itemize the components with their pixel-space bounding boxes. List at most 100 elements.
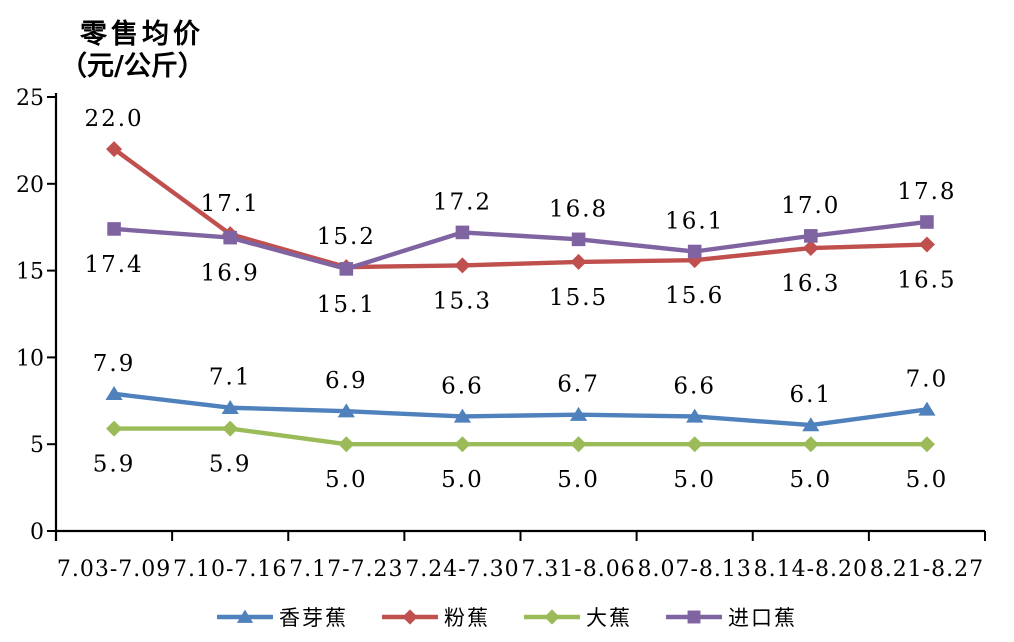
series-marker-香芽蕉 bbox=[569, 406, 588, 421]
series-marker-香芽蕉 bbox=[221, 399, 239, 414]
x-axis-label: 8.07-8.13 bbox=[637, 557, 751, 582]
series-marker-进口蕉 bbox=[339, 262, 354, 276]
series-marker-香芽蕉 bbox=[918, 401, 936, 416]
data-label-粉蕉: 15.2 bbox=[317, 224, 376, 250]
series-marker-进口蕉 bbox=[455, 225, 470, 240]
data-label-香芽蕉: 7.9 bbox=[93, 351, 136, 377]
series-marker-大蕉 bbox=[918, 436, 935, 453]
x-axis-label: 7.10-7.16 bbox=[173, 557, 287, 582]
data-label-粉蕉: 16.5 bbox=[897, 268, 956, 294]
y-tick-label: 25 bbox=[16, 86, 44, 111]
series-marker-大蕉 bbox=[802, 436, 819, 453]
data-label-大蕉: 5.0 bbox=[557, 467, 600, 493]
series-marker-进口蕉 bbox=[920, 215, 934, 229]
data-label-粉蕉: 15.6 bbox=[665, 283, 724, 309]
x-axis-label: 7.17-7.23 bbox=[289, 557, 403, 582]
data-label-大蕉: 5.0 bbox=[906, 467, 949, 493]
data-label-进口蕉: 17.4 bbox=[84, 252, 143, 278]
data-label-香芽蕉: 6.6 bbox=[673, 373, 716, 399]
series-marker-粉蕉 bbox=[454, 257, 471, 274]
data-label-大蕉: 5.9 bbox=[209, 452, 252, 478]
data-label-香芽蕉: 6.9 bbox=[325, 368, 368, 394]
legend-swatch-triangle-icon bbox=[217, 609, 273, 623]
legend-label: 进口蕉 bbox=[728, 606, 797, 630]
series-marker-进口蕉 bbox=[107, 222, 121, 236]
data-label-粉蕉: 22.0 bbox=[84, 106, 143, 132]
data-label-大蕉: 5.9 bbox=[93, 452, 136, 478]
x-axis-label: 7.31-8.06 bbox=[521, 557, 635, 582]
series-marker-进口蕉 bbox=[687, 244, 702, 259]
legend-marker-香芽蕉 bbox=[236, 609, 254, 623]
series-line-香芽蕉 bbox=[113, 391, 928, 428]
series-marker-大蕉 bbox=[338, 436, 355, 453]
data-label-香芽蕉: 6.6 bbox=[441, 373, 484, 399]
legend-swatch-diamond-icon bbox=[382, 609, 438, 625]
y-tick-label: 20 bbox=[16, 173, 44, 198]
series-marker-香芽蕉 bbox=[337, 403, 355, 418]
series-marker-大蕉 bbox=[454, 436, 471, 453]
data-label-香芽蕉: 6.7 bbox=[557, 372, 600, 398]
y-tick-label: 10 bbox=[16, 346, 44, 371]
data-label-粉蕉: 16.3 bbox=[781, 271, 840, 297]
legend-item-大蕉: 大蕉 bbox=[524, 602, 632, 632]
x-axis-label: 7.24-7.30 bbox=[405, 557, 519, 582]
series-marker-进口蕉 bbox=[223, 230, 237, 245]
data-label-粉蕉: 17.1 bbox=[201, 191, 260, 217]
chart-title-unit: （元/公斤） bbox=[60, 51, 205, 82]
data-label-大蕉: 5.0 bbox=[325, 467, 368, 493]
series-marker-香芽蕉 bbox=[802, 417, 820, 432]
legend-marker-大蕉 bbox=[544, 609, 560, 625]
legend-item-进口蕉: 进口蕉 bbox=[666, 602, 797, 632]
series-marker-进口蕉 bbox=[571, 232, 586, 247]
series-line-进口蕉 bbox=[113, 219, 928, 272]
legend-swatch-square-icon bbox=[666, 610, 722, 624]
data-label-进口蕉: 17.0 bbox=[781, 193, 840, 219]
data-label-进口蕉: 15.1 bbox=[317, 292, 376, 318]
data-label-大蕉: 5.0 bbox=[673, 467, 716, 493]
series-marker-大蕉 bbox=[222, 420, 239, 437]
y-tick-label: 5 bbox=[30, 433, 44, 458]
chart-title: 零售均价 bbox=[80, 19, 204, 50]
data-label-进口蕉: 16.1 bbox=[665, 209, 724, 235]
series-line-粉蕉 bbox=[112, 147, 928, 270]
series-line-大蕉 bbox=[114, 426, 927, 447]
legend-item-粉蕉: 粉蕉 bbox=[382, 602, 490, 632]
data-label-大蕉: 5.0 bbox=[441, 467, 484, 493]
series-marker-香芽蕉 bbox=[686, 408, 704, 423]
data-label-进口蕉: 16.8 bbox=[549, 196, 608, 222]
data-label-粉蕉: 15.5 bbox=[549, 285, 608, 311]
legend-label: 粉蕉 bbox=[444, 606, 490, 630]
series-marker-香芽蕉 bbox=[105, 386, 123, 401]
data-label-大蕉: 5.0 bbox=[790, 467, 833, 493]
x-axis-label: 8.14-8.20 bbox=[754, 557, 868, 582]
series-marker-大蕉 bbox=[686, 436, 703, 453]
legend-label: 香芽蕉 bbox=[279, 606, 348, 630]
series-marker-粉蕉 bbox=[686, 252, 703, 269]
series-marker-粉蕉 bbox=[918, 236, 935, 253]
series-marker-粉蕉 bbox=[570, 253, 587, 270]
y-tick-label: 15 bbox=[16, 260, 44, 285]
legend-marker-粉蕉 bbox=[402, 609, 418, 625]
legend-item-香芽蕉: 香芽蕉 bbox=[217, 602, 348, 632]
legend-marker-进口蕉 bbox=[687, 610, 701, 624]
series-marker-大蕉 bbox=[106, 420, 123, 437]
series-marker-粉蕉 bbox=[802, 240, 819, 257]
data-label-进口蕉: 16.9 bbox=[201, 261, 260, 287]
data-label-香芽蕉: 7.0 bbox=[906, 366, 949, 392]
x-axis-label: 8.21-8.27 bbox=[870, 557, 984, 582]
legend-label: 大蕉 bbox=[586, 606, 632, 630]
series-marker-大蕉 bbox=[570, 436, 587, 453]
legend: 香芽蕉 粉蕉 大蕉 进口蕉 bbox=[0, 598, 1014, 636]
x-axis-label: 7.03-7.09 bbox=[57, 557, 171, 582]
data-label-香芽蕉: 6.1 bbox=[790, 382, 833, 408]
legend-swatch-diamond-icon bbox=[524, 609, 580, 625]
data-label-粉蕉: 15.3 bbox=[433, 288, 492, 314]
series-marker-进口蕉 bbox=[804, 229, 818, 243]
series-marker-粉蕉 bbox=[106, 141, 123, 158]
data-label-香芽蕉: 7.1 bbox=[209, 365, 252, 391]
y-tick-label: 0 bbox=[30, 520, 44, 545]
data-label-进口蕉: 17.2 bbox=[433, 189, 492, 215]
data-label-进口蕉: 17.8 bbox=[897, 179, 956, 205]
